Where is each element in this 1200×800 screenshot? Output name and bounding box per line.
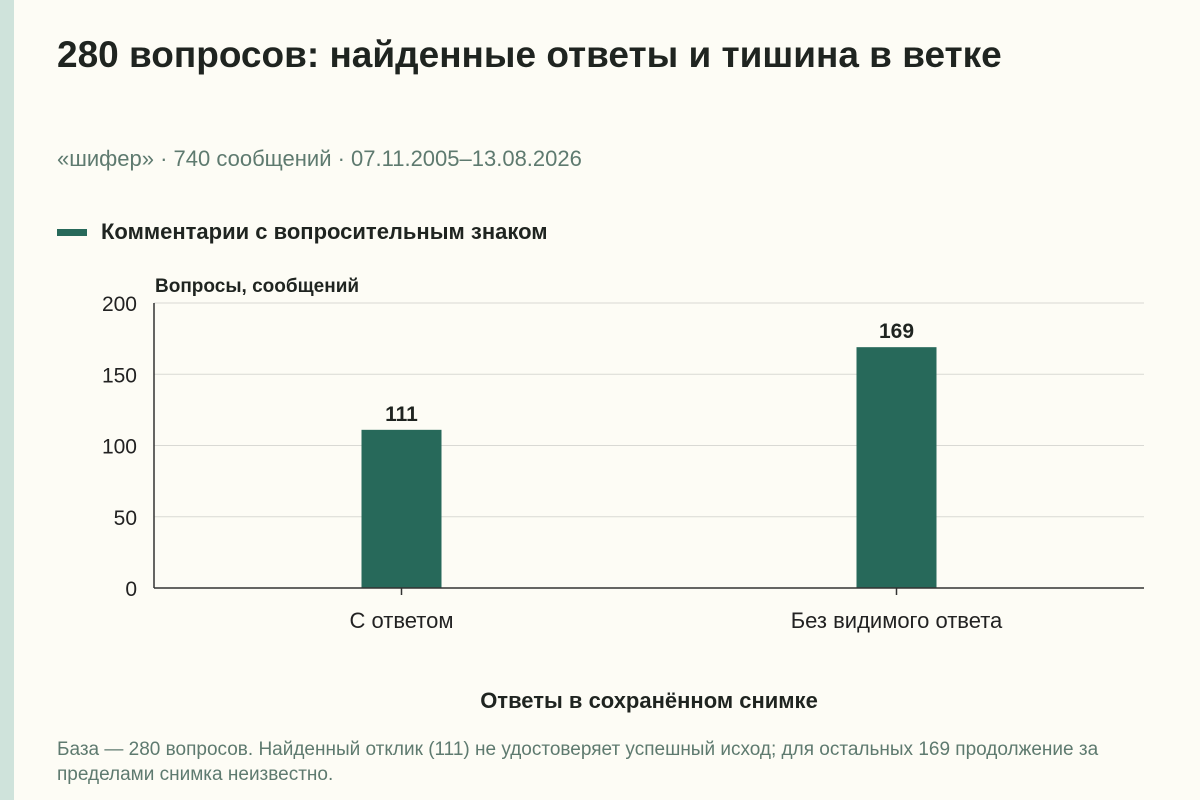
x-axis-title: Ответы в сохранённом снимке — [480, 688, 818, 713]
data-label: 169 — [879, 320, 914, 343]
left-accent-stripe — [0, 0, 14, 800]
x-tick-label: Без видимого ответа — [791, 608, 1003, 633]
y-tick-label: 0 — [125, 578, 137, 601]
y-tick-label: 100 — [102, 436, 137, 459]
data-labels: 111 169 — [385, 320, 914, 426]
y-tick-labels: 0 50 100 150 200 — [102, 293, 137, 601]
legend-label: Комментарии с вопросительным знаком — [101, 219, 548, 244]
y-tick-label: 200 — [102, 293, 137, 316]
y-axis-title: Вопросы, сообщений — [155, 276, 359, 297]
footnote: База — 280 вопросов. Найденный отклик (1… — [57, 739, 1099, 785]
bar — [361, 429, 442, 588]
chart-title: 280 вопросов: найденные ответы и тишина … — [57, 34, 1002, 75]
y-tick-label: 50 — [114, 507, 137, 530]
legend-swatch — [57, 228, 87, 236]
x-tick-labels: С ответом Без видимого ответа — [350, 588, 1003, 633]
gridlines — [154, 302, 1144, 518]
legend: Комментарии с вопросительным знаком — [57, 219, 548, 245]
bar — [856, 347, 937, 588]
data-label: 111 — [385, 403, 418, 426]
chart-subtitle: «шифер» · 740 сообщений · 07.11.2005–13.… — [57, 146, 582, 171]
bars — [361, 347, 937, 588]
x-tick-label: С ответом — [350, 608, 454, 633]
y-tick-label: 150 — [102, 364, 137, 387]
